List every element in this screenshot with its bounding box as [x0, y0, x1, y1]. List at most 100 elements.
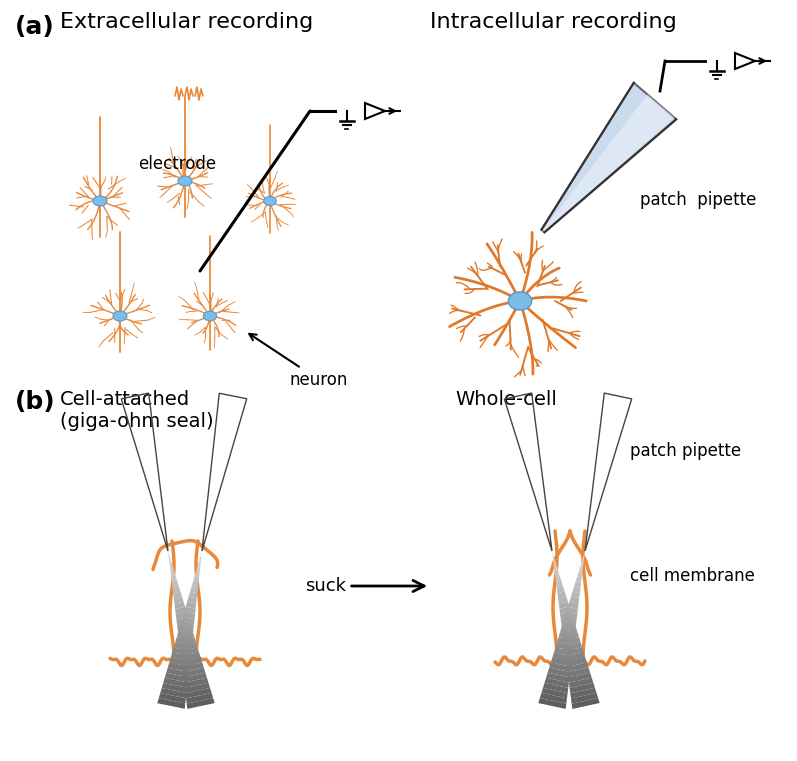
Polygon shape — [167, 663, 190, 672]
Polygon shape — [544, 678, 569, 688]
Text: (b): (b) — [15, 390, 56, 414]
Polygon shape — [179, 632, 194, 641]
Polygon shape — [169, 658, 190, 667]
Polygon shape — [577, 572, 583, 578]
Text: Whole-cell: Whole-cell — [455, 390, 557, 409]
Polygon shape — [552, 652, 572, 661]
Polygon shape — [556, 576, 562, 583]
Polygon shape — [174, 642, 191, 651]
Polygon shape — [538, 698, 567, 709]
Polygon shape — [183, 667, 206, 677]
Text: suck: suck — [305, 577, 424, 595]
Polygon shape — [549, 663, 571, 672]
Polygon shape — [176, 617, 190, 625]
Polygon shape — [560, 612, 573, 619]
Text: Cell-attached
(giga-ohm seal): Cell-attached (giga-ohm seal) — [60, 390, 214, 431]
Polygon shape — [556, 642, 573, 651]
Polygon shape — [568, 602, 579, 609]
Polygon shape — [570, 683, 595, 693]
Polygon shape — [169, 556, 171, 562]
Polygon shape — [562, 627, 578, 635]
Polygon shape — [181, 617, 194, 625]
Polygon shape — [571, 688, 596, 699]
Polygon shape — [554, 566, 559, 572]
Polygon shape — [557, 591, 567, 598]
Polygon shape — [174, 597, 183, 603]
Polygon shape — [168, 551, 170, 556]
Polygon shape — [183, 612, 195, 619]
Polygon shape — [565, 648, 583, 656]
Polygon shape — [189, 591, 198, 598]
Polygon shape — [177, 622, 191, 630]
Ellipse shape — [113, 311, 127, 321]
Polygon shape — [169, 561, 173, 567]
Polygon shape — [160, 688, 186, 699]
Polygon shape — [178, 627, 193, 635]
Polygon shape — [541, 688, 567, 699]
Polygon shape — [559, 607, 571, 614]
Polygon shape — [172, 581, 179, 587]
Polygon shape — [173, 591, 182, 598]
Polygon shape — [183, 673, 207, 683]
Polygon shape — [562, 622, 576, 630]
Polygon shape — [199, 556, 202, 562]
Polygon shape — [181, 652, 201, 661]
Polygon shape — [179, 637, 196, 646]
Polygon shape — [194, 572, 200, 578]
Polygon shape — [569, 597, 579, 603]
Polygon shape — [552, 551, 554, 556]
Polygon shape — [546, 673, 570, 683]
Ellipse shape — [178, 176, 192, 186]
Text: patch pipette: patch pipette — [630, 442, 741, 460]
Polygon shape — [565, 612, 577, 619]
Ellipse shape — [93, 196, 107, 206]
Polygon shape — [187, 597, 197, 603]
Polygon shape — [171, 576, 178, 583]
Polygon shape — [179, 642, 198, 651]
Polygon shape — [582, 556, 584, 562]
Polygon shape — [193, 576, 199, 583]
Polygon shape — [559, 602, 570, 609]
Polygon shape — [175, 612, 188, 619]
Polygon shape — [184, 678, 209, 688]
Polygon shape — [185, 683, 210, 693]
Polygon shape — [182, 658, 202, 667]
Ellipse shape — [264, 196, 277, 205]
Polygon shape — [186, 688, 211, 699]
Text: cell membrane: cell membrane — [630, 567, 755, 585]
Polygon shape — [559, 632, 575, 641]
Polygon shape — [567, 607, 578, 614]
Polygon shape — [543, 683, 568, 693]
Polygon shape — [186, 693, 213, 704]
Polygon shape — [569, 677, 593, 688]
Polygon shape — [561, 622, 576, 630]
Polygon shape — [171, 652, 190, 661]
Polygon shape — [551, 658, 571, 667]
Polygon shape — [541, 83, 676, 232]
Text: (a): (a) — [15, 15, 55, 39]
Polygon shape — [561, 617, 575, 625]
Polygon shape — [172, 648, 191, 656]
Polygon shape — [175, 607, 186, 614]
Polygon shape — [198, 561, 201, 567]
Polygon shape — [564, 642, 582, 651]
Polygon shape — [179, 627, 194, 635]
Polygon shape — [554, 648, 573, 656]
Polygon shape — [163, 678, 187, 688]
Polygon shape — [558, 597, 568, 603]
Polygon shape — [556, 581, 563, 587]
Polygon shape — [563, 617, 577, 625]
Polygon shape — [583, 551, 585, 556]
Polygon shape — [571, 698, 599, 709]
Polygon shape — [579, 566, 583, 572]
Polygon shape — [171, 572, 176, 578]
Polygon shape — [548, 667, 570, 677]
Polygon shape — [567, 663, 588, 672]
Polygon shape — [555, 572, 560, 578]
Polygon shape — [540, 693, 567, 704]
Polygon shape — [186, 602, 196, 609]
Polygon shape — [196, 566, 200, 572]
Polygon shape — [179, 622, 194, 630]
Polygon shape — [365, 103, 385, 119]
Polygon shape — [575, 576, 582, 583]
